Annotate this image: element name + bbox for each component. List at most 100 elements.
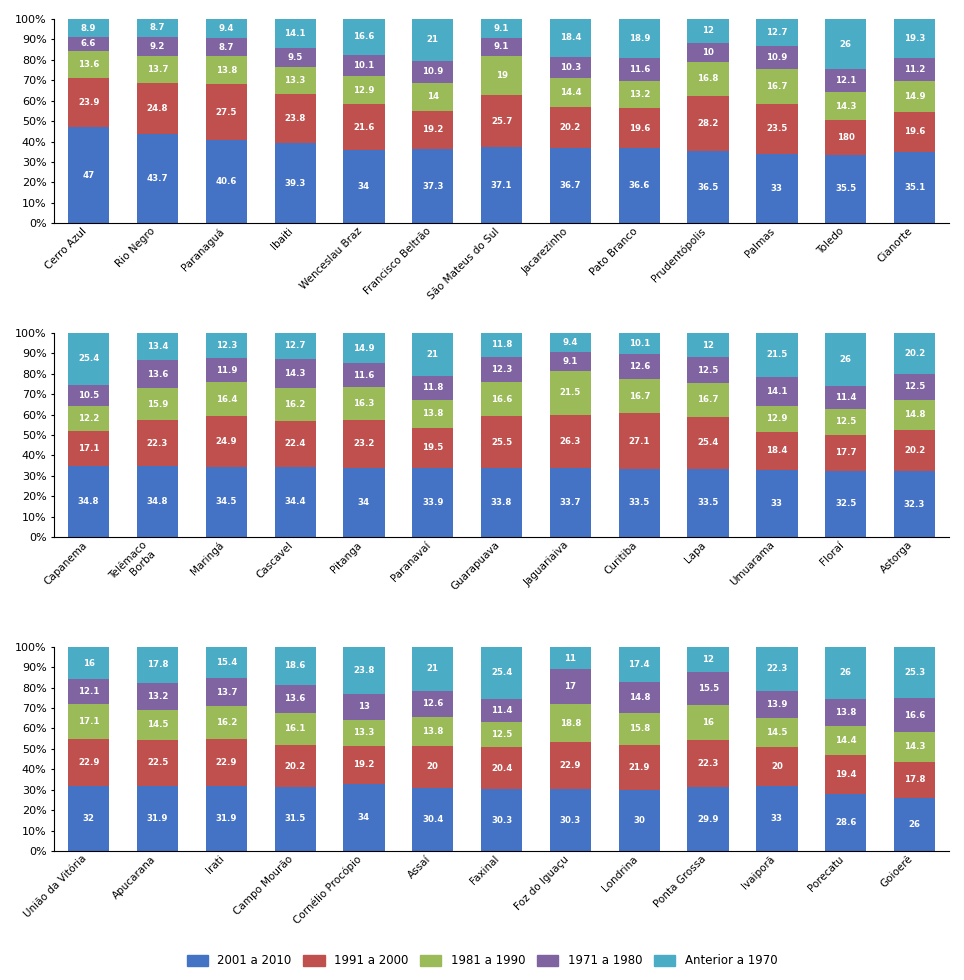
Bar	[275, 94, 316, 143]
Bar	[687, 647, 729, 672]
Bar	[619, 682, 660, 712]
Text: 12.5: 12.5	[835, 417, 856, 426]
Text: 22.5: 22.5	[147, 759, 168, 767]
Text: 16.6: 16.6	[353, 32, 375, 41]
Bar	[894, 430, 935, 471]
Bar	[687, 706, 729, 740]
Text: 33: 33	[771, 499, 783, 508]
Text: 180: 180	[837, 133, 855, 142]
Bar	[825, 435, 867, 470]
Bar	[619, 19, 660, 58]
Bar	[757, 647, 797, 691]
Bar	[205, 19, 247, 38]
Bar	[757, 432, 797, 469]
Bar	[137, 36, 178, 56]
Text: 9.4: 9.4	[219, 24, 234, 33]
Bar	[481, 382, 522, 416]
Text: 21.9: 21.9	[629, 762, 650, 772]
Text: 32.3: 32.3	[904, 500, 925, 509]
Bar	[894, 732, 935, 761]
Bar	[894, 374, 935, 400]
Text: 33: 33	[771, 184, 783, 193]
Text: 27.1: 27.1	[629, 436, 650, 446]
Bar	[481, 416, 522, 468]
Text: 13.3: 13.3	[284, 76, 306, 85]
Text: 22.3: 22.3	[147, 439, 168, 448]
Bar	[619, 745, 660, 790]
Text: 19.2: 19.2	[353, 760, 375, 769]
Bar	[343, 387, 385, 420]
Text: 15.5: 15.5	[698, 684, 719, 694]
Bar	[137, 56, 178, 83]
Text: 47: 47	[83, 171, 94, 179]
Text: 35.5: 35.5	[835, 184, 856, 193]
Bar	[275, 143, 316, 223]
Bar	[275, 388, 316, 421]
Bar	[825, 647, 867, 699]
Bar	[481, 699, 522, 722]
Text: 9.5: 9.5	[287, 53, 303, 62]
Text: 35.1: 35.1	[904, 183, 925, 192]
Text: 10.5: 10.5	[78, 391, 99, 400]
Bar	[687, 672, 729, 706]
Text: 21.6: 21.6	[353, 122, 375, 131]
Bar	[757, 46, 797, 69]
Bar	[343, 746, 385, 784]
Text: 11.6: 11.6	[629, 65, 650, 74]
Text: 33.7: 33.7	[560, 498, 581, 508]
Bar	[275, 647, 316, 685]
Text: 40.6: 40.6	[216, 177, 237, 186]
Text: 16.7: 16.7	[629, 392, 650, 401]
Text: 16.7: 16.7	[697, 395, 719, 405]
Text: 17.8: 17.8	[904, 775, 925, 784]
Text: 10: 10	[702, 48, 714, 57]
Bar	[619, 333, 660, 354]
Text: 14: 14	[427, 92, 439, 101]
Bar	[481, 357, 522, 382]
Text: 10.9: 10.9	[422, 68, 443, 76]
Bar	[481, 647, 522, 699]
Text: 15.9: 15.9	[147, 400, 168, 409]
Text: 12.7: 12.7	[284, 341, 306, 351]
Text: 22.3: 22.3	[697, 759, 719, 768]
Text: 19.4: 19.4	[835, 770, 856, 779]
Text: 17.1: 17.1	[78, 444, 99, 453]
Text: 12.3: 12.3	[491, 365, 512, 374]
Bar	[757, 377, 797, 406]
Text: 13.6: 13.6	[147, 369, 168, 378]
Text: 32: 32	[83, 813, 94, 823]
Bar	[825, 333, 867, 386]
Text: 22.4: 22.4	[284, 439, 306, 449]
Text: 43.7: 43.7	[147, 174, 169, 183]
Bar	[413, 400, 453, 428]
Text: 17.8: 17.8	[147, 661, 169, 669]
Text: 14.8: 14.8	[629, 693, 650, 702]
Text: 25.4: 25.4	[78, 355, 99, 364]
Bar	[275, 746, 316, 787]
Text: 9.1: 9.1	[494, 42, 509, 51]
Text: 31.9: 31.9	[216, 814, 237, 823]
Text: 37.3: 37.3	[422, 181, 443, 190]
Bar	[413, 691, 453, 717]
Text: 34: 34	[358, 812, 370, 822]
Bar	[68, 786, 109, 851]
Text: 14.5: 14.5	[147, 720, 168, 729]
Text: 14.8: 14.8	[904, 411, 925, 419]
Bar	[205, 84, 247, 140]
Bar	[68, 431, 109, 466]
Bar	[275, 466, 316, 537]
Bar	[413, 82, 453, 111]
Text: 13.8: 13.8	[422, 727, 443, 736]
Text: 13.2: 13.2	[629, 90, 650, 99]
Text: 16: 16	[702, 718, 714, 727]
Bar	[205, 707, 247, 739]
Text: 19: 19	[495, 72, 508, 80]
Bar	[413, 19, 453, 61]
Text: 24.9: 24.9	[216, 437, 237, 446]
Bar	[757, 406, 797, 432]
Bar	[137, 647, 178, 683]
Text: 23.2: 23.2	[353, 439, 375, 449]
Text: 23.8: 23.8	[284, 114, 306, 123]
Text: 31.9: 31.9	[147, 813, 168, 823]
Text: 25.4: 25.4	[491, 668, 512, 677]
